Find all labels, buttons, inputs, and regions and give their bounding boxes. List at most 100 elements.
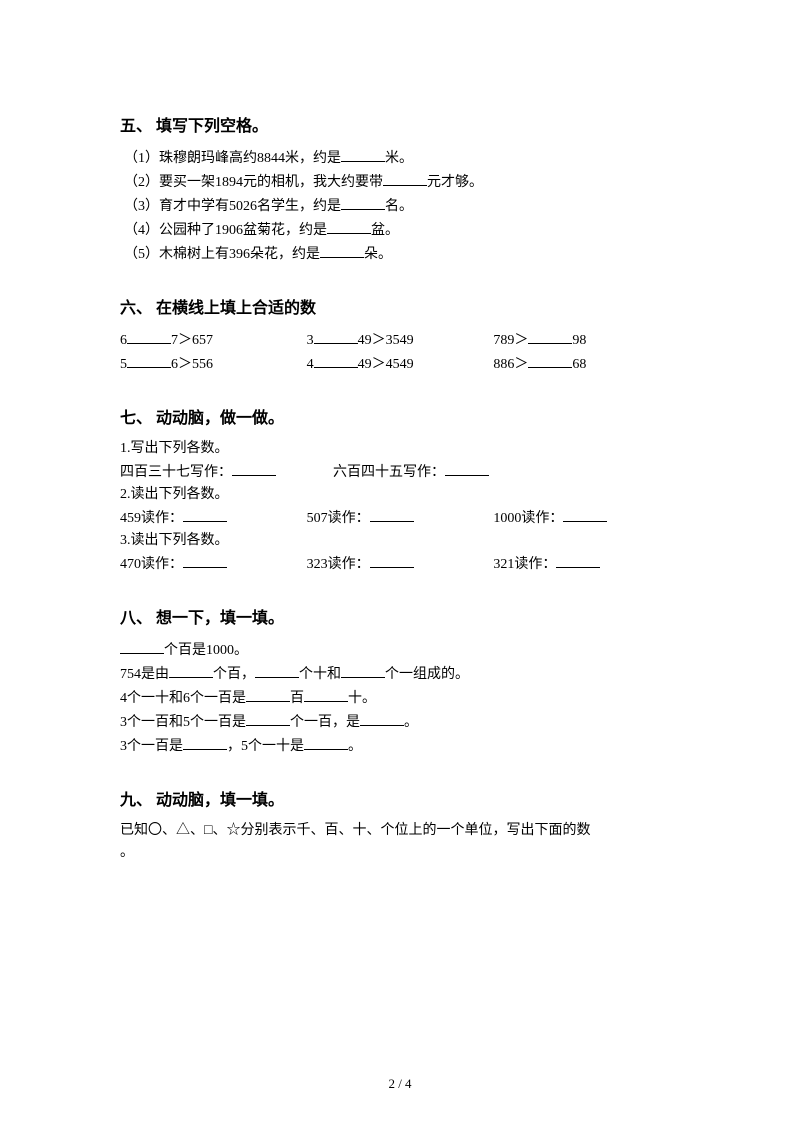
blank (304, 734, 348, 750)
text: 49＞4549 (358, 357, 414, 372)
text: 朵。 (364, 247, 392, 262)
s6-row-1: 6 7＞657 349＞3549 789＞ 98 (120, 328, 680, 352)
s7-l2: 四百三十七写作： 六百四十五写作： (120, 460, 680, 484)
s5-item-5: （5）木棉树上有396朵花，约是朵。 (120, 242, 680, 266)
text: 米。 (385, 151, 413, 166)
s5-item-4: （4）公园种了1906盆菊花，约是 盆。 (120, 218, 680, 242)
section-6: 六、 在横线上填上合适的数 6 7＞657 349＞3549 789＞ 98 5 6＞… (120, 294, 680, 376)
blank (528, 328, 572, 344)
text: 68 (572, 357, 586, 372)
text: 6 (120, 333, 127, 348)
s7-l5: 3.读出下列各数。 (120, 530, 680, 552)
text: （4）公园种了1906盆菊花，约是 (124, 223, 327, 238)
text: （1）珠穆朗玛峰高约8844米，约是 (124, 151, 341, 166)
s8-l1: 个百是1000。 (120, 638, 680, 662)
section-8: 八、 想一下，填一填。 个百是1000。 754是由 个百， 个十和 个一组成的。 4… (120, 604, 680, 758)
blank (383, 170, 427, 186)
blank (341, 146, 385, 162)
s8-l2: 754是由 个百， 个十和 个一组成的。 (120, 662, 680, 686)
s8-l3: 4个一十和6个一百是 百 十。 (120, 686, 680, 710)
cell: 349＞3549 (307, 328, 494, 352)
blank (314, 352, 358, 368)
cell: 459读作： (120, 506, 307, 530)
blank (327, 218, 371, 234)
text: 4个一十和6个一百是 (120, 691, 246, 706)
blank (360, 710, 404, 726)
blank (341, 662, 385, 678)
cell: 470读作： (120, 552, 307, 576)
section-9-title: 九、 动动脑，填一填。 (120, 786, 680, 810)
text: 个百是1000。 (164, 643, 248, 658)
blank (127, 352, 171, 368)
cell: 5 6＞556 (120, 352, 307, 376)
text: 个十和 (299, 667, 341, 682)
blank (183, 506, 227, 522)
page-footer: 2 / 4 (0, 1076, 800, 1092)
cell: 4 49＞4549 (307, 352, 494, 376)
blank (183, 734, 227, 750)
text: 3个一百是 (120, 739, 183, 754)
blank (120, 638, 164, 654)
blank (314, 328, 358, 344)
blank (563, 506, 607, 522)
cell: 789＞ 98 (493, 328, 680, 352)
text: 个一百，是 (290, 715, 360, 730)
s8-l5: 3个一百是，5个一十是。 (120, 734, 680, 758)
section-5: 五、 填写下列空格。 （1）珠穆朗玛峰高约8844米，约是 米。 （2）要买一架1… (120, 112, 680, 266)
section-9: 九、 动动脑，填一填。 已知〇、△、□、☆分别表示千、百、十、个位上的一个单位，… (120, 786, 680, 864)
blank (246, 710, 290, 726)
cell: 323读作： (307, 552, 494, 576)
text: 。 (348, 739, 362, 754)
blank (169, 662, 213, 678)
text: 323读作： (307, 557, 370, 572)
text: 49＞3549 (358, 333, 414, 348)
text: 个一组成的。 (385, 667, 469, 682)
page-content: 五、 填写下列空格。 （1）珠穆朗玛峰高约8844米，约是 米。 （2）要买一架1… (0, 0, 800, 864)
text: 。 (404, 715, 418, 730)
text: 98 (572, 333, 586, 348)
s9-l2: 。 (120, 842, 680, 864)
s5-item-2: （2）要买一架1894元的相机，我大约要带元才够。 (120, 170, 680, 194)
section-5-title: 五、 填写下列空格。 (120, 112, 680, 136)
s7-l4: 459读作： 507读作： 1000读作： (120, 506, 680, 530)
text: 4 (307, 357, 314, 372)
section-6-title: 六、 在横线上填上合适的数 (120, 294, 680, 318)
blank (255, 662, 299, 678)
text: 3个一百和5个一百是 (120, 715, 246, 730)
text: 321读作： (493, 557, 556, 572)
text: 盆。 (371, 223, 399, 238)
blank (370, 552, 414, 568)
section-8-title: 八、 想一下，填一填。 (120, 604, 680, 628)
blank (320, 242, 364, 258)
text: （2）要买一架1894元的相机，我大约要带 (124, 175, 383, 190)
text: 个百， (213, 667, 255, 682)
blank (183, 552, 227, 568)
cell: 507读作： (307, 506, 494, 530)
cell: 321读作： (493, 552, 680, 576)
s9-l1: 已知〇、△、□、☆分别表示千、百、十、个位上的一个单位，写出下面的数 (120, 820, 680, 842)
text: 507读作： (307, 511, 370, 526)
cell: 1000读作： (493, 506, 680, 530)
blank (246, 686, 290, 702)
s6-row-2: 56＞556 449＞4549 886＞68 (120, 352, 680, 376)
blank (445, 460, 489, 476)
blank (127, 328, 171, 344)
section-7-title: 七、 动动脑，做一做。 (120, 404, 680, 428)
text: 6＞556 (171, 357, 213, 372)
blank (341, 194, 385, 210)
text: 789＞ (493, 333, 528, 348)
text: 1000读作： (493, 511, 563, 526)
blank (556, 552, 600, 568)
text: 470读作： (120, 557, 183, 572)
s7-l6: 470读作： 323读作： 321读作： (120, 552, 680, 576)
s5-item-3: （3）育才中学有5026名学生，约是名。 (120, 194, 680, 218)
s8-l4: 3个一百和5个一百是 个一百，是 。 (120, 710, 680, 734)
blank (528, 352, 572, 368)
text: 754是由 (120, 667, 169, 682)
text: 百 (290, 691, 304, 706)
text: 5 (120, 357, 127, 372)
text: 六百四十五写作： (333, 465, 445, 480)
text: 7＞657 (171, 333, 213, 348)
cell: 6 7＞657 (120, 328, 307, 352)
text: 十。 (348, 691, 376, 706)
